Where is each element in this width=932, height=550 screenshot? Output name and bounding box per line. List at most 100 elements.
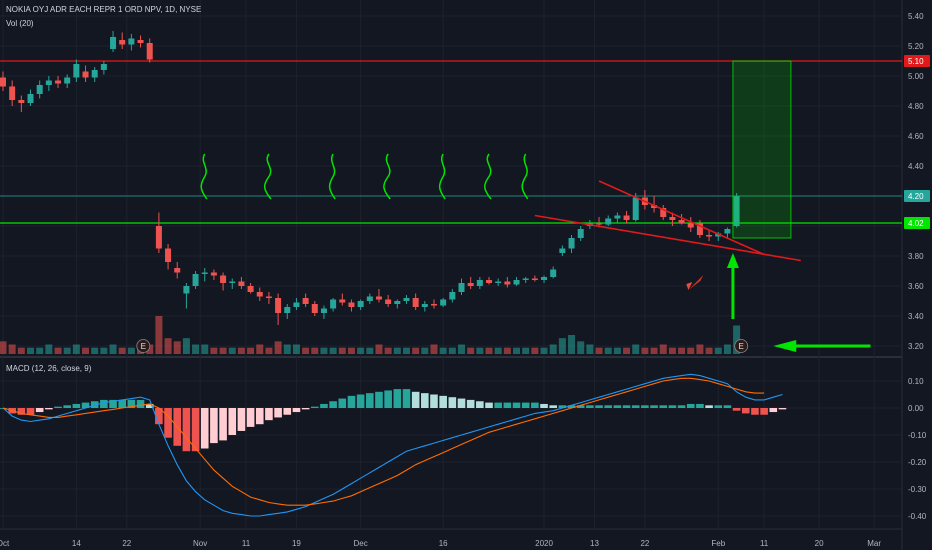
candle-body [357, 301, 364, 307]
macd-histogram-bar [54, 406, 62, 408]
macd-histogram-bar [191, 408, 200, 452]
volume-bar [503, 347, 511, 354]
macd-histogram-bar [723, 405, 732, 408]
macd-histogram-bar [558, 405, 567, 408]
macd-histogram-bar [310, 406, 319, 408]
candle-body [440, 299, 447, 306]
volume-bar [577, 341, 585, 354]
candle-body [660, 208, 667, 217]
volume-bar [393, 347, 401, 354]
volume-bar [283, 344, 291, 354]
volume-bar [146, 344, 154, 354]
volume-bar [522, 347, 530, 354]
candle-body [385, 299, 392, 304]
squiggle-drawing [328, 153, 336, 200]
time-tick-label: 22 [640, 539, 649, 548]
macd-histogram-bar [448, 397, 457, 408]
candle-body [146, 43, 153, 60]
earnings-marker-label: E [141, 342, 146, 351]
volume-bar [357, 347, 365, 354]
volume-bar [650, 347, 658, 354]
candle-body [128, 38, 135, 45]
volume-bar [714, 347, 722, 354]
macd-histogram-bar [210, 408, 218, 444]
macd-histogram-bar [366, 393, 374, 408]
candle-body [137, 40, 144, 43]
candle-body [403, 298, 410, 301]
macd-histogram-bar [696, 403, 704, 408]
macd-histogram-bar [265, 408, 273, 421]
volume-bar [384, 347, 392, 354]
volume-bar [347, 347, 355, 354]
volume-bar [164, 338, 172, 354]
candle-body [366, 296, 373, 301]
volume-bar [17, 347, 25, 354]
volume-bar [485, 347, 493, 354]
macd-histogram-bar [714, 405, 723, 408]
macd-histogram-bar [485, 402, 493, 408]
earnings-marker-icon [136, 339, 151, 353]
candle-body [311, 304, 318, 313]
volume-bar [687, 347, 695, 354]
candle-body [302, 298, 309, 304]
macd-histogram-bar [622, 405, 631, 408]
volume-bar [476, 347, 484, 354]
volume-bar [182, 338, 190, 354]
candle-body [247, 286, 254, 292]
macd-histogram-bar [393, 389, 402, 408]
macd-histogram-bar [595, 405, 603, 408]
rocket-icon [688, 275, 704, 290]
macd-histogram-bar [292, 408, 301, 413]
volume-bar [228, 347, 236, 354]
volume-bar [513, 347, 521, 354]
time-tick-label: 20 [815, 539, 824, 548]
macd-histogram-bar [26, 408, 35, 415]
volume-bar [173, 341, 181, 354]
macd-histogram-bar [155, 408, 163, 425]
axes: 5.405.205.004.804.604.404.204.003.803.60… [0, 12, 930, 548]
volume-bar [402, 347, 410, 354]
time-tick-label: 14 [72, 539, 81, 548]
macd-histogram-bar [668, 405, 677, 408]
volume-bar [329, 347, 337, 354]
macd-indicator-label: MACD (12, 26, close, 9) [6, 364, 92, 373]
candle-body [449, 292, 456, 300]
volume-bar [705, 347, 713, 354]
macd-histogram-bar [631, 405, 640, 408]
candle-body [522, 278, 529, 280]
macd-histogram-bar [127, 399, 136, 408]
macd-histogram-bar [576, 405, 585, 408]
macd-histogram-bar [769, 408, 778, 413]
volume-bar [568, 335, 576, 354]
candle-body [256, 292, 263, 297]
volume-bar [549, 344, 557, 354]
macd-histogram-bar [411, 391, 420, 408]
volume-bar [696, 344, 704, 354]
candle-body [531, 278, 538, 280]
price-tick-label: 3.80 [908, 252, 924, 261]
volume-bar [72, 344, 80, 354]
macd-histogram-bar [512, 402, 521, 408]
macd-histogram-bar [100, 399, 108, 408]
candle-body [64, 77, 71, 84]
candle-body [614, 215, 621, 219]
time-tick-label: Oct [0, 539, 10, 548]
volume-bar [0, 341, 7, 354]
time-tick-label: 16 [439, 539, 448, 548]
volume-bar [604, 347, 612, 354]
macd-tick-label: -0.30 [908, 485, 927, 494]
macd-histogram-bar [521, 402, 530, 408]
volume-bar [678, 347, 686, 354]
volume-bar [659, 344, 667, 354]
price-tick-label: 4.80 [908, 102, 924, 111]
time-tick-label: Nov [193, 539, 207, 548]
macd-histogram-bar [650, 405, 658, 408]
macd-histogram-bar [274, 408, 282, 418]
earnings-marker-icon [734, 339, 749, 353]
candle-body [421, 304, 428, 307]
macd-histogram-bar [494, 402, 502, 408]
long-position-box [732, 60, 792, 239]
